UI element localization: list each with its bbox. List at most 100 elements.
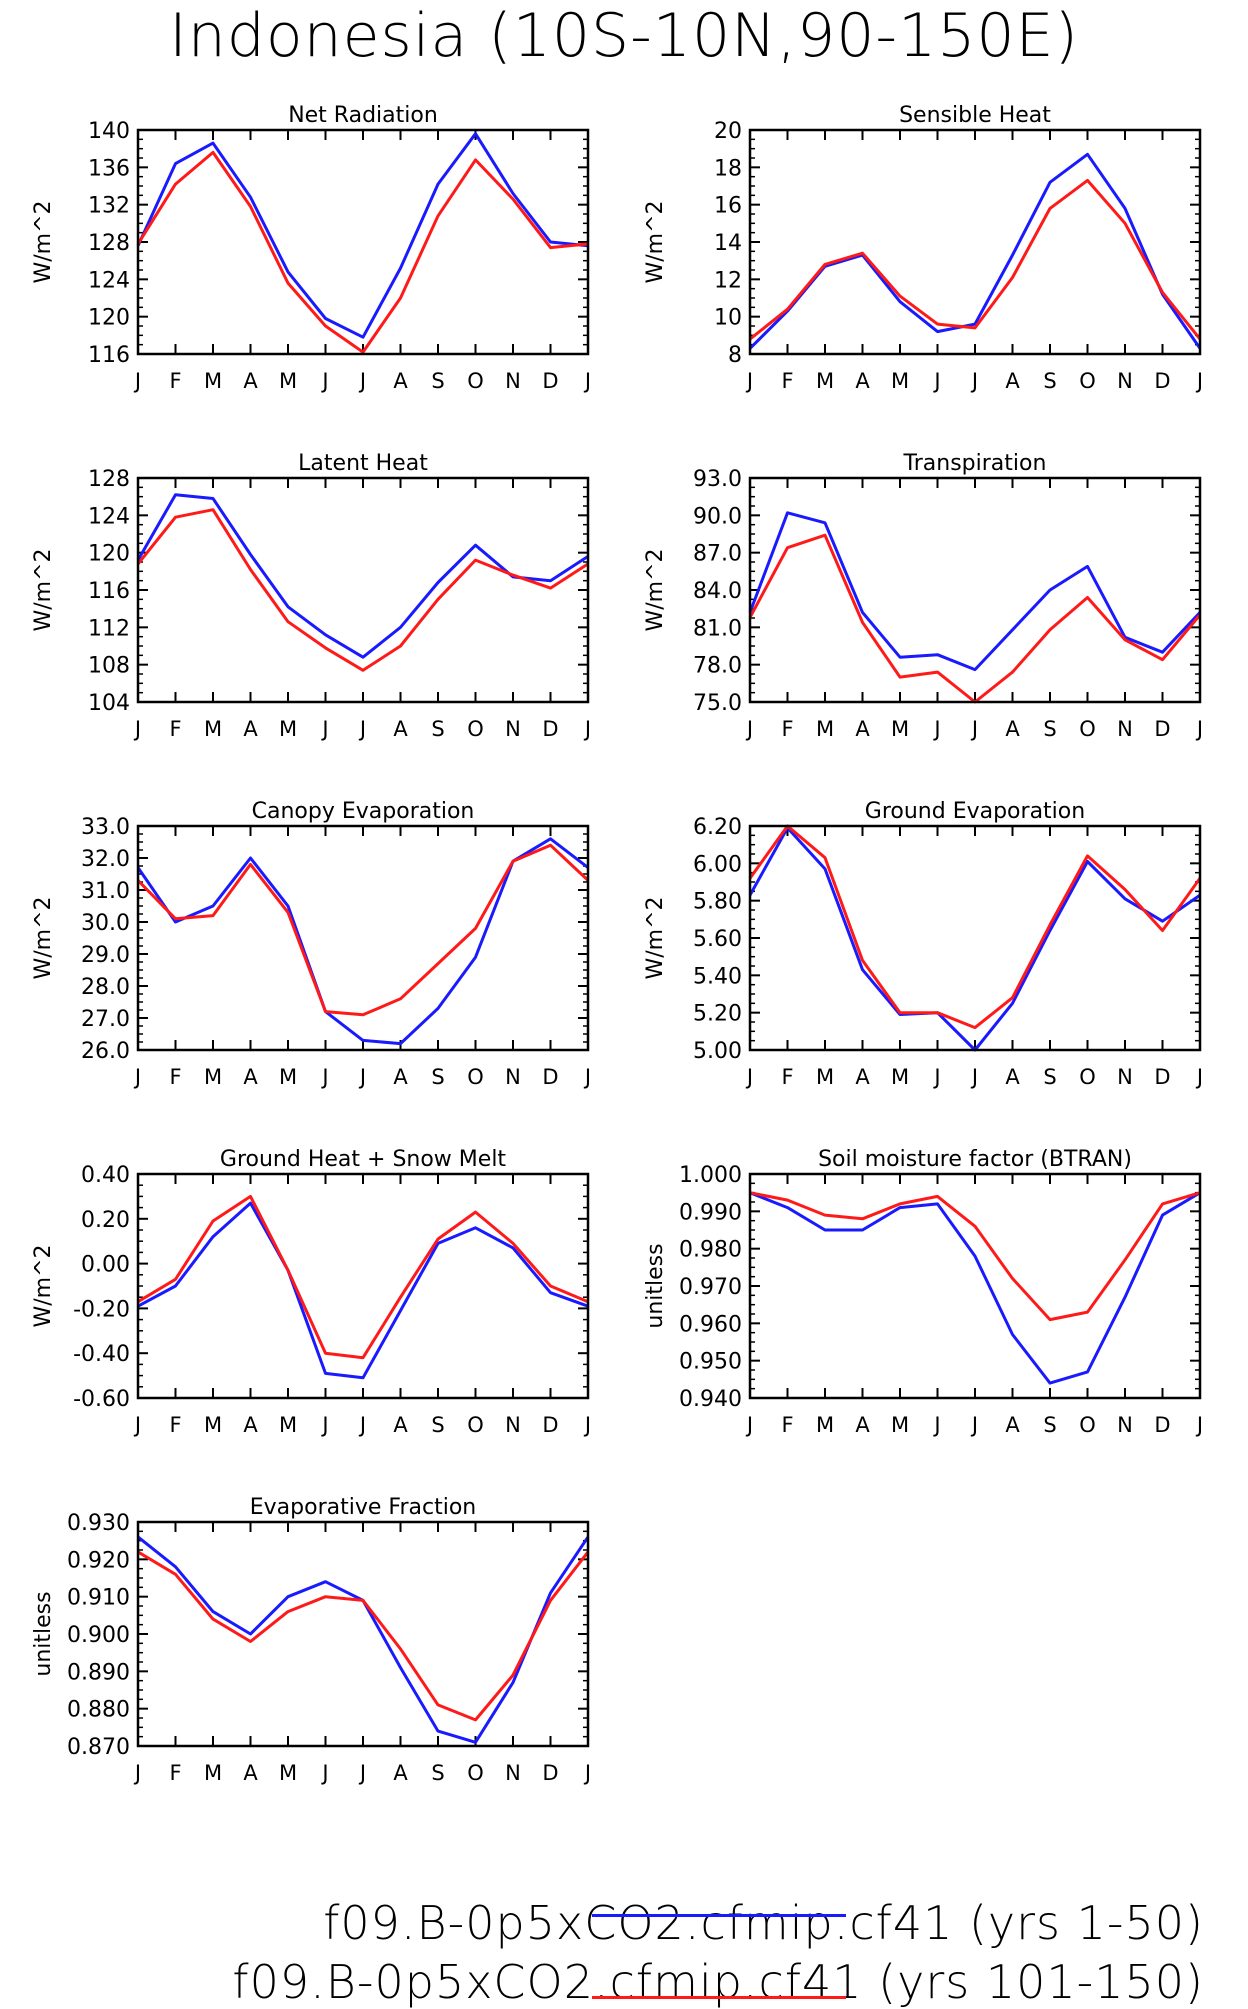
x-tick-label: F [169,1761,181,1785]
y-tick-label: 128 [88,467,130,492]
y-tick-label: 5.40 [693,964,742,989]
x-tick-label: M [204,1413,222,1437]
y-tick-label: 0.20 [81,1208,130,1233]
y-axis-label: W/m^2 [31,896,56,979]
y-tick-label: 0.920 [67,1548,130,1573]
x-tick-label: A [1005,1065,1020,1089]
x-tick-label: J [970,369,978,393]
x-tick-label: M [204,717,222,741]
y-tick-label: 5.60 [693,927,742,952]
plot-frame [136,128,590,356]
x-tick-label: A [393,369,408,393]
x-tick-label: M [891,1065,909,1089]
x-tick-label: F [781,1065,793,1089]
y-tick-label: 12 [714,268,742,293]
x-tick-label: D [1154,717,1170,741]
series-line-blue [137,1535,590,1744]
x-tick-label: A [243,1413,258,1437]
y-tick-label: 28.0 [81,975,130,1000]
x-tick-label: J [320,369,328,393]
y-tick-label: 120 [88,542,130,567]
y-tick-label: 140 [88,119,130,144]
chart-title: Transpiration [903,451,1047,476]
x-tick-label: O [1079,369,1096,393]
x-tick-label: J [932,1065,940,1089]
y-tick-label: 0.40 [81,1163,130,1188]
y-tick-label: 84.0 [693,579,742,604]
chart-ground-heat-snow-melt: Ground Heat + Snow Melt W/m^2 -0.60 -0.40 -0… [31,1147,591,1437]
x-tick-label: J [358,1761,366,1785]
x-tick-label: S [1043,369,1056,393]
plot-frame [748,1172,1202,1400]
x-tick-label: M [279,717,297,741]
y-tick-label: 18 [714,156,742,181]
x-tick-label: J [133,717,141,741]
y-tick-label: 6.00 [693,852,742,877]
x-tick-label: F [169,369,181,393]
x-tick-label: J [583,1413,591,1437]
x-tick-label: O [467,1761,484,1785]
series-line-blue [748,511,1202,672]
y-tick-label: 0.910 [67,1586,130,1611]
x-tick-label: S [1043,1065,1056,1089]
x-tick-label: A [243,369,258,393]
x-tick-label: J [745,1413,753,1437]
x-tick-label: D [1154,1413,1170,1437]
y-tick-label: 112 [88,616,130,641]
x-tick-label: J [583,1065,591,1089]
series-line-blue [137,1201,589,1380]
series-line-blue [748,152,1202,350]
y-tick-label: 5.80 [693,890,742,915]
y-tick-label: 116 [88,579,130,604]
y-tick-label: 132 [88,194,130,219]
x-tick-label: M [279,369,297,393]
x-tick-label: J [358,1413,366,1437]
y-axis-label: W/m^2 [31,548,56,631]
x-tick-label: A [855,369,870,393]
series-line-blue [136,837,589,1046]
x-tick-label: N [1117,1413,1133,1437]
x-tick-label: S [431,1413,444,1437]
x-tick-label: O [467,1065,484,1089]
x-tick-label: J [745,717,753,741]
series-line-blue [749,1191,1201,1385]
series-line-red [748,824,1202,1030]
series-line-blue [748,826,1201,1052]
x-tick-label: A [393,1761,408,1785]
y-tick-label: 116 [88,343,130,368]
x-tick-label: M [816,1065,834,1089]
y-tick-label: 5.20 [693,1002,742,1027]
series-line-blue [136,132,589,339]
x-tick-label: J [1195,1065,1203,1089]
y-tick-label: -0.20 [73,1297,130,1322]
y-tick-label: 136 [88,156,130,181]
y-tick-label: 124 [88,268,130,293]
chart-evaporative-fraction: Evaporative Fraction unitless 0.870 0.880 0.… [31,1495,591,1785]
x-tick-label: M [816,717,834,741]
x-tick-label: J [1195,369,1203,393]
x-tick-label: F [781,369,793,393]
x-tick-label: A [393,717,408,741]
x-tick-label: J [320,1413,328,1437]
x-tick-label: N [505,1761,521,1785]
series-line-red [137,1194,589,1360]
x-tick-label: J [133,1413,141,1437]
y-tick-label: 0.950 [679,1350,742,1375]
x-tick-label: M [816,369,834,393]
x-tick-label: A [1005,369,1020,393]
y-tick-label: 0.880 [67,1698,130,1723]
x-tick-label: F [169,717,181,741]
y-tick-label: 10 [714,306,742,331]
y-tick-label: 16 [714,194,742,219]
y-tick-label: 27.0 [81,1007,130,1032]
x-tick-label: S [431,717,444,741]
chart-title: Soil moisture factor (BTRAN) [818,1147,1132,1172]
chart-title: Evaporative Fraction [250,1495,476,1520]
y-axis-label: unitless [31,1591,56,1676]
x-tick-label: J [745,1065,753,1089]
x-tick-label: F [169,1413,181,1437]
chart-title: Net Radiation [288,103,438,128]
page-title: Indonesia (10S-10N,90-150E) [169,1,1079,71]
x-tick-label: N [1117,369,1133,393]
